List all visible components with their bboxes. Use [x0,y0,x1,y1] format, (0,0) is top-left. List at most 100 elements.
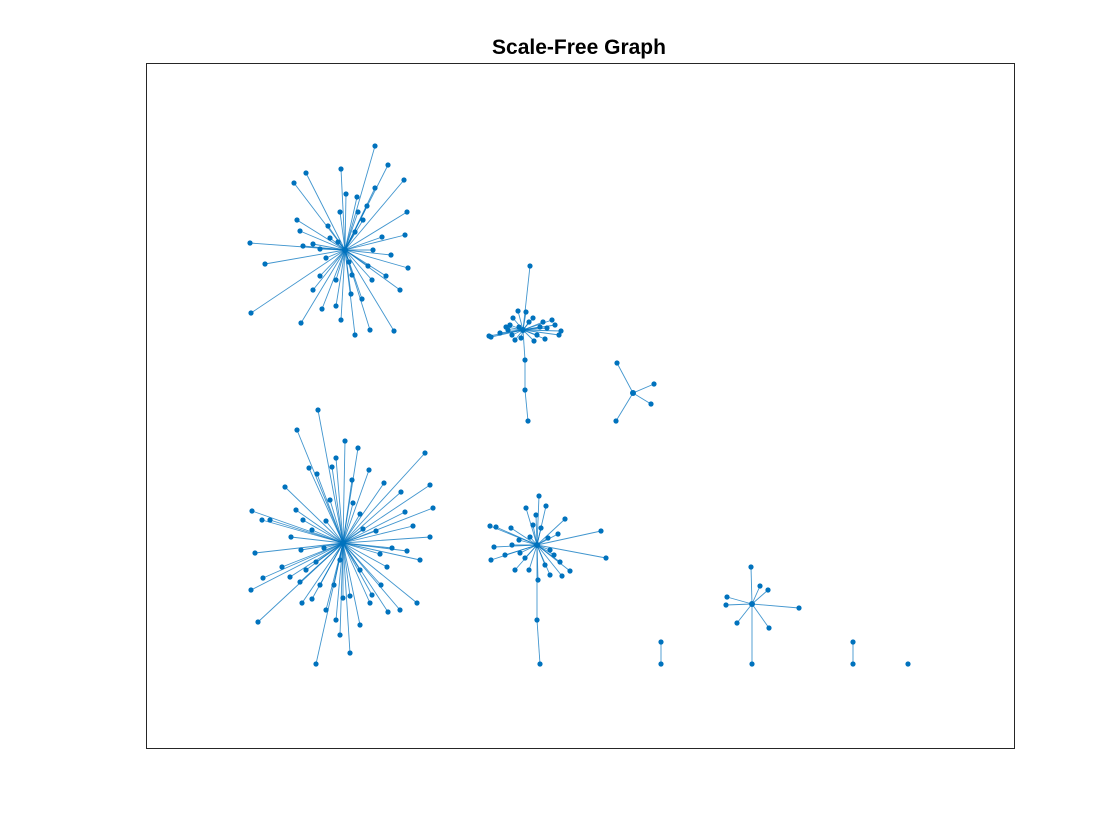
graph-node-a [291,180,297,186]
graph-edge-a [344,236,383,251]
graph-edge-e [536,518,566,546]
graph-edge-a [344,249,395,332]
graph-edge-b-chain [522,329,526,361]
graph-edge-f [751,589,769,605]
graph-edge-d [342,542,351,597]
graph-edge-f [751,603,800,609]
graph-node-a [367,327,373,333]
graph-edge-a [302,245,346,251]
graph-node-d [369,592,375,598]
graph-node-b [527,263,533,269]
graph-node-f [749,661,755,667]
graph-node-a [401,177,407,183]
graph-edge-b [522,329,560,336]
graph-edge-e [536,544,563,577]
graph-node-d [340,595,346,601]
graph-edge-f [751,603,770,629]
graph-node-d [430,505,436,511]
graph-node-d [327,497,333,503]
graph-node-d [398,489,404,495]
graph-node-e [527,534,533,540]
graph-node-a [323,255,329,261]
graph-edge-d [342,513,361,544]
graph-node-b [549,317,555,323]
graph-edge-e [504,544,538,556]
graph-node-b [510,315,516,321]
graph-node-a [404,209,410,215]
graph-node-d [288,534,294,540]
graph-edge-a [344,249,409,269]
graph-node-d [337,557,343,563]
graph-node-e [603,555,609,561]
graph-node-d [422,450,428,456]
graph-edge-a [312,249,346,291]
graph-node-d [248,587,254,593]
graph-hub-c [630,390,636,396]
graph-node-a [327,235,333,241]
plot-title: Scale-Free Graph [492,36,666,59]
graph-edge-a [335,249,346,281]
graph-node-a [317,246,323,252]
graph-node-d [306,465,312,471]
graph-node-d [402,509,408,515]
graph-node-d [427,482,433,488]
graph-node-a [310,241,316,247]
graph-node-d [355,445,361,451]
graph-node-a [349,272,355,278]
graph-node-b [497,330,503,336]
axes-box [146,63,1015,749]
graph-edge-d [342,479,353,544]
graph-node-a [294,217,300,223]
graph-edge-b [522,321,544,331]
graph-node-d [303,567,309,573]
graph-edge-f [750,566,753,605]
graph-edge-e [536,544,555,556]
graph-edge-d [325,520,344,544]
graph-edge-c [616,362,634,394]
graph-node-a [383,273,389,279]
graph-edge-d [342,542,361,571]
graph-node-b [556,332,562,338]
graph-node-d [293,507,299,513]
graph-node-f [748,564,754,570]
graph-node-a [333,277,339,283]
graph-node-d [410,523,416,529]
graph-edge-a [340,249,346,321]
graph-node-e [508,525,514,531]
graph-node-a [379,234,385,240]
graph-node-i [905,661,911,667]
graph-node-e [493,524,499,530]
graph-edge-b [499,329,524,334]
graph-edge-d [296,429,344,544]
graph-node-a [352,332,358,338]
graph-node-a [359,296,365,302]
graph-edge-e-chain [536,619,541,665]
graph-node-a [333,303,339,309]
graph-node-e [547,547,553,553]
graph-node-b [507,322,513,328]
graph-edge-d [342,440,346,544]
graph-node-e [545,535,551,541]
graph-edge-e [535,514,538,546]
graph-node-b [522,387,528,393]
graph-node-a [346,259,352,265]
graph-node-a [360,217,366,223]
graph-node-d [389,545,395,551]
graph-hub-e [534,542,540,548]
graph-edge-c [615,392,634,422]
graph-node-d [414,600,420,606]
graph-edge-a [344,193,347,251]
graph-edge-f [726,596,753,605]
graph-edge-a [335,249,346,307]
graph-node-d [323,607,329,613]
graph-edge-d [308,467,344,544]
graph-node-e [559,573,565,579]
graph-edge-d [342,542,361,626]
graph-edge-d [342,542,371,604]
graph-node-g [658,661,664,667]
graph-node-d [313,661,319,667]
graph-node-d [357,511,363,517]
graph-edge-c [632,383,655,394]
graph-node-f [796,605,802,611]
graph-node-d [294,427,300,433]
